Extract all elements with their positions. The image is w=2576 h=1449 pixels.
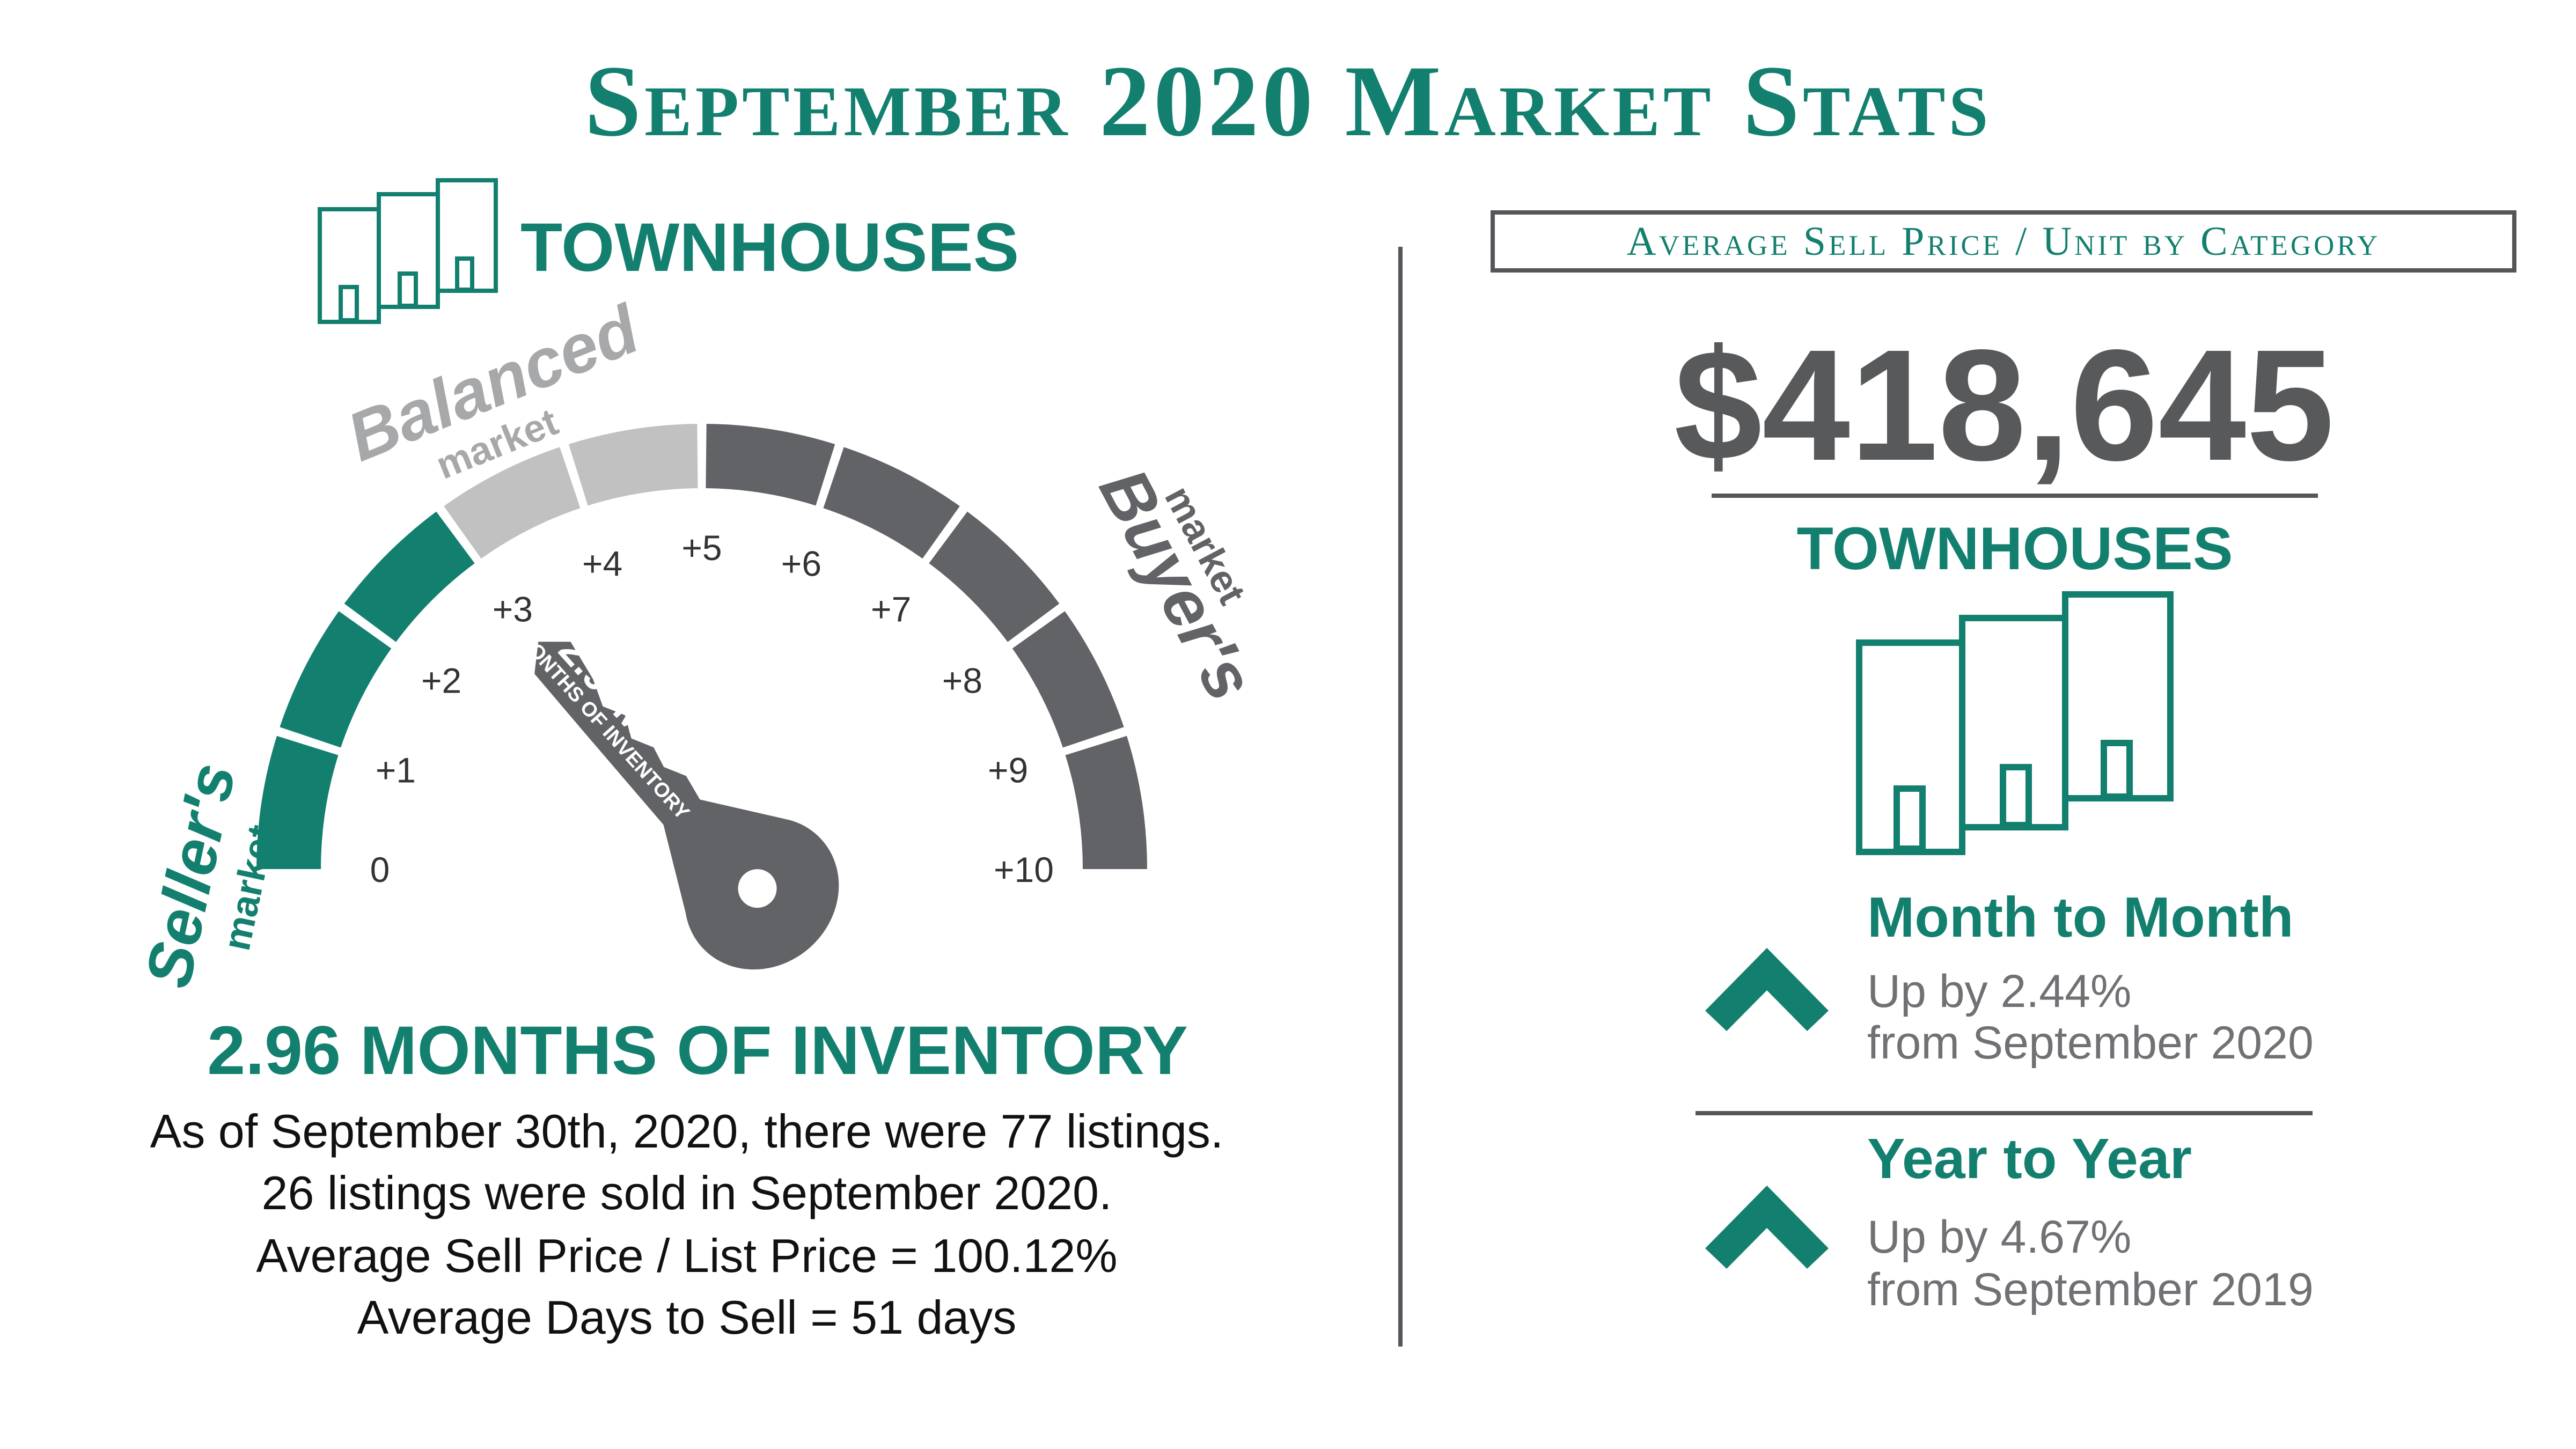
- column-divider: [1398, 247, 1403, 1347]
- average-price: $418,645: [1674, 317, 2335, 494]
- gauge-tick-label: +6: [781, 543, 821, 583]
- gauge-segment: [823, 447, 960, 559]
- gauge-segment: [929, 511, 1060, 642]
- price-category-box: Average Sell Price / Unit by Category: [1491, 210, 2516, 273]
- inventory-line-4: Average Days to Sell = 51 days: [357, 1291, 1017, 1344]
- gauge-segment: [280, 611, 392, 748]
- chevron-up-icon: [1705, 1186, 1829, 1269]
- gauge-segment: [1012, 611, 1124, 748]
- price-divider: [1712, 494, 2318, 498]
- gauge-segment: [1065, 735, 1147, 869]
- gauge-segment: [706, 424, 835, 506]
- year-to-year-title: Year to Year: [1867, 1127, 2192, 1190]
- gauge-tick-label: +5: [681, 528, 722, 568]
- gauge-tick-label: +1: [376, 751, 416, 790]
- key-pointer: 2.96M MONTHS OF INVENTORY: [512, 626, 839, 970]
- gauge-tick-label: +4: [582, 543, 622, 583]
- buyer-zone-label: Buyer's market: [1084, 457, 1269, 712]
- chevron-up-icon: [1705, 948, 1829, 1031]
- gauge-segment: [344, 511, 475, 642]
- gauge-tick-label: +9: [988, 751, 1028, 790]
- inventory-line-3: Average Sell Price / List Price = 100.12…: [256, 1229, 1118, 1282]
- gauge-segment: [568, 424, 698, 506]
- month-to-month-change: Up by 2.44%: [1867, 966, 2132, 1017]
- gauge-tick-label: 0: [370, 850, 390, 889]
- gauge-tick-label: +7: [871, 590, 911, 629]
- inventory-line-1: As of September 30th, 2020, there were 7…: [150, 1105, 1224, 1158]
- page-title: September 2020 Market Stats: [584, 45, 1992, 158]
- price-category: TOWNHOUSES: [1796, 515, 2233, 582]
- year-to-year-change: Up by 4.67%: [1867, 1211, 2132, 1263]
- gauge-segment: [444, 447, 581, 559]
- gauge-segment: [256, 735, 339, 869]
- category-label: TOWNHOUSES: [520, 209, 1019, 286]
- change-divider: [1696, 1111, 2313, 1115]
- price-category-label: Average Sell Price / Unit by Category: [1626, 219, 2381, 264]
- gauge-tick-labels: 0 +1 +2 +3 +4 +5 +6 +7 +8 +9 +10: [370, 528, 1054, 889]
- gauge-tick-label: +10: [994, 850, 1054, 889]
- year-to-year-basis: from September 2019: [1867, 1264, 2314, 1315]
- gauge-segments: [256, 424, 1147, 869]
- gauge-tick-label: +2: [421, 660, 461, 700]
- townhouse-icon: [318, 178, 498, 324]
- townhouse-large-icon: [1856, 591, 2174, 855]
- gauge-tick-label: +8: [942, 660, 982, 700]
- key-hole: [738, 869, 777, 908]
- month-to-month-title: Month to Month: [1867, 886, 2294, 949]
- month-to-month-basis: from September 2020: [1867, 1017, 2314, 1069]
- gauge-tick-label: +3: [493, 590, 533, 629]
- inventory-line-2: 26 listings were sold in September 2020.: [261, 1166, 1112, 1219]
- inventory-headline: 2.96 MONTHS OF INVENTORY: [207, 1012, 1188, 1089]
